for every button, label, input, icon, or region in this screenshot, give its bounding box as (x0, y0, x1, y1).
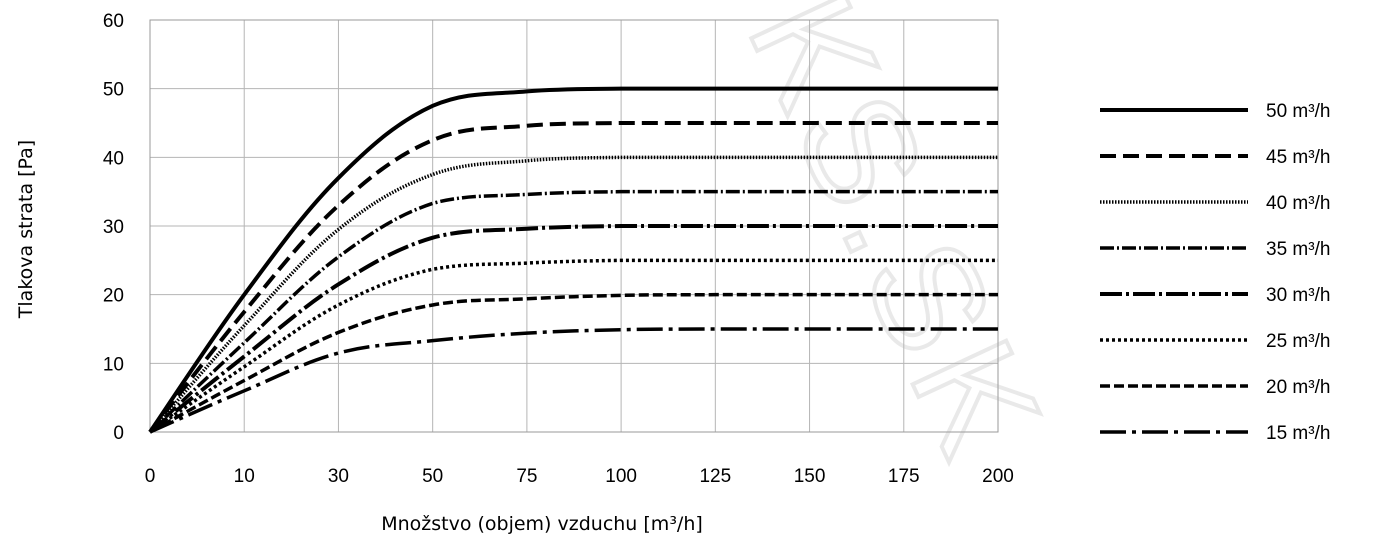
y-axis-title: Tlakova strata [Pa] (15, 140, 37, 319)
x-tick-label: 150 (794, 466, 826, 487)
x-axis-title: Množstvo (objem) vzduchu [m³/h] (381, 513, 703, 535)
legend-label-30: 30 m³/h (1266, 285, 1330, 306)
x-tick-label: 175 (888, 466, 920, 487)
y-tick-label: 60 (103, 11, 124, 32)
x-tick-label: 50 (422, 466, 443, 487)
x-tick-label: 200 (982, 466, 1014, 487)
y-tick-label: 20 (103, 286, 124, 307)
series-line-25 (149, 258, 998, 434)
x-tick-label: 125 (699, 466, 731, 487)
x-tick-label: 75 (516, 466, 537, 487)
x-tick-label: 0 (145, 466, 156, 487)
series-line-15 (149, 327, 998, 434)
legend-label-20: 20 m³/h (1266, 377, 1330, 398)
legend-label-50: 50 m³/h (1266, 101, 1330, 122)
y-tick-label: 50 (103, 80, 124, 101)
legend-label-45: 45 m³/h (1266, 147, 1330, 168)
y-tick-label: 40 (103, 148, 124, 169)
y-tick-label: 0 (113, 423, 124, 444)
series-line-40 (148, 155, 998, 434)
x-tick-label: 30 (328, 466, 349, 487)
x-axis-ticks: 0 10 30 50 75 100 125 150 175 200 (145, 466, 1014, 487)
y-tick-label: 10 (103, 354, 124, 375)
series-line-50 (148, 86, 998, 434)
watermark-text: KS.SK (717, 0, 1077, 486)
y-axis-ticks: 0 10 20 30 40 50 60 (103, 11, 124, 444)
series-line-45 (148, 120, 998, 434)
legend-label-40: 40 m³/h (1266, 193, 1330, 214)
x-tick-label: 100 (605, 466, 637, 487)
legend-label-15: 15 m³/h (1266, 423, 1330, 444)
legend-label-25: 25 m³/h (1266, 331, 1330, 352)
series-layer (148, 86, 998, 434)
series-line-35 (148, 189, 998, 434)
legend-label-35: 35 m³/h (1266, 239, 1330, 260)
y-tick-label: 30 (103, 217, 124, 238)
watermark: KS.SK (715, 0, 1079, 488)
series-line-30 (148, 223, 998, 434)
x-tick-label: 10 (234, 466, 255, 487)
series-line-20 (149, 292, 998, 434)
legend: 50 m³/h 45 m³/h 40 m³/h 35 m³/h 30 m³/h 25 m³… (1100, 101, 1330, 444)
